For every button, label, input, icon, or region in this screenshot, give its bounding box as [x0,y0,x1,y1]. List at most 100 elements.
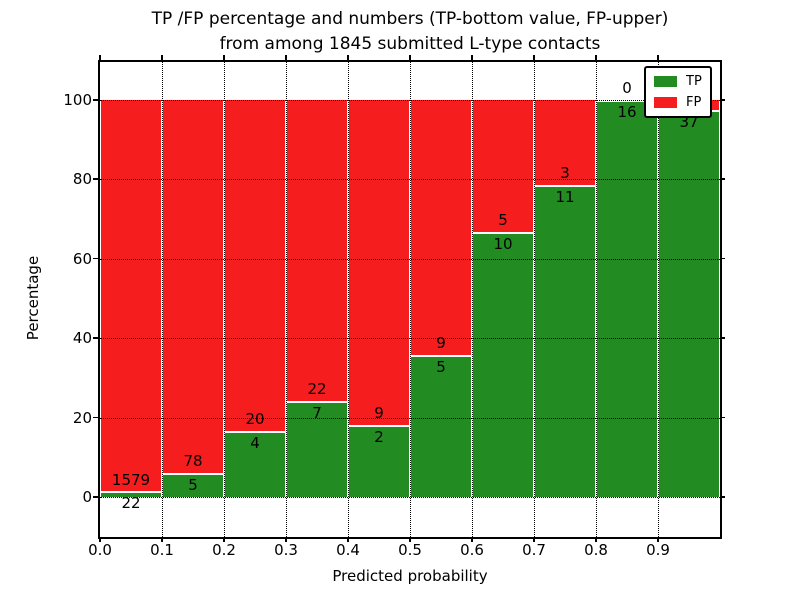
bar-segment-tp [472,232,534,497]
y-tick-label: 20 [72,408,92,427]
tp-color-swatch-icon [654,76,677,87]
x-tick-top [161,55,163,60]
y-tick-label: 100 [63,91,92,109]
x-tick-label: 0.7 [522,541,546,559]
bar-label-tp: 5 [188,476,198,495]
gridline-vertical [348,62,349,537]
x-tick [657,537,659,542]
x-tick [99,537,101,542]
legend-entry-fp: FP [654,96,702,109]
bar-segment-tp [658,110,720,497]
bar-label-fp: 78 [183,452,203,471]
bar-label-tp: 5 [436,358,446,377]
bar-label-fp: 22 [307,380,327,399]
bar-label-tp: 10 [493,235,513,254]
y-tick [93,99,98,101]
x-tick [223,537,225,542]
gridline-vertical [658,62,659,537]
y-tick [93,257,98,260]
y-tick-label: 40 [72,329,92,348]
x-tick-label: 0.4 [336,541,360,559]
bar-label-fp: 9 [436,334,446,353]
x-tick-label: 0.6 [460,541,484,559]
x-tick [347,537,349,542]
x-tick-label: 0.1 [150,541,174,559]
bar-segment-fp [472,100,534,233]
gridline-vertical [224,62,225,537]
y-tick-right [720,99,725,101]
y-tick [93,178,98,180]
bar-segment-fp [286,100,348,402]
y-tick-right [720,178,725,180]
x-tick-top [285,55,287,60]
y-tick [93,416,98,419]
x-tick [471,537,473,542]
bar-segment-tp [286,401,348,497]
gridline-vertical [596,62,597,537]
chart-title-line1: TP /FP percentage and numbers (TP-bottom… [151,9,669,29]
y-tick [93,496,98,498]
bar-segment-tp [100,491,162,497]
x-tick [409,537,411,542]
y-tick-right [720,337,725,339]
x-tick-top [657,55,659,60]
bar-segment-fp [410,100,472,356]
bar-label-fp: 0 [622,79,632,98]
gridline-vertical [410,62,411,537]
x-tick-label: 0.0 [88,541,112,559]
x-tick-label: 0.3 [274,541,298,559]
bar-label-tp: 16 [617,102,637,121]
bar-label-fp: 5 [498,211,508,230]
bar-label-fp: 1579 [111,470,151,489]
gridline-vertical [534,62,535,537]
bar-segment-fp [100,100,162,492]
y-tick [93,337,98,339]
legend-label-tp: TP [686,74,702,89]
chart-title-line2: from among 1845 submitted L-type contact… [219,34,601,54]
bar-label-tp: 2 [374,427,384,446]
fp-color-swatch-icon [654,97,677,108]
plot-area [93,55,725,542]
y-tick-label: 80 [72,170,92,189]
x-tick-label: 0.2 [212,541,236,559]
x-tick [285,537,287,542]
x-tick [161,537,163,542]
bar-label-tp: 4 [250,433,260,452]
x-tick-label: 0.8 [584,541,608,559]
bar-segment-tp [534,184,596,497]
gridline-vertical [472,62,473,537]
gridline-vertical [286,62,287,537]
x-tick-label: 0.9 [646,541,670,559]
y-tick-label: 0 [82,488,92,506]
bar-label-fp: 3 [560,164,570,183]
x-tick-top [347,55,349,60]
x-tick-label: 0.5 [398,541,422,559]
x-tick-top [99,55,101,60]
x-tick-top [409,55,411,60]
legend-entry-tp: TP [654,75,702,88]
bar-segment-tp [596,100,658,497]
bar-segment-fp [348,100,410,425]
legend-label-fp: FP [686,95,702,110]
x-tick-top [533,55,535,60]
legend: TP FP [644,66,712,118]
x-tick [595,537,597,542]
bar-label-fp: 9 [374,403,384,422]
y-tick-label: 60 [72,249,92,268]
x-axis-label: Predicted probability [332,567,488,585]
y-axis-label: Percentage [24,255,42,341]
y-tick-right [720,496,725,498]
x-tick [533,537,535,542]
y-tick-right [720,257,725,260]
bar-label-tp: 7 [312,404,322,423]
x-tick-top [471,55,473,60]
x-tick-top [223,55,225,60]
bar-label-tp: 11 [555,187,575,206]
bar-label-tp: 22 [121,494,141,513]
bar-segment-tp [410,355,472,497]
bar-label-fp: 20 [245,409,265,428]
x-tick-top [595,55,597,60]
bar-segment-fp [224,100,286,431]
chart-title: TP /FP percentage and numbers (TP-bottom… [152,7,669,57]
